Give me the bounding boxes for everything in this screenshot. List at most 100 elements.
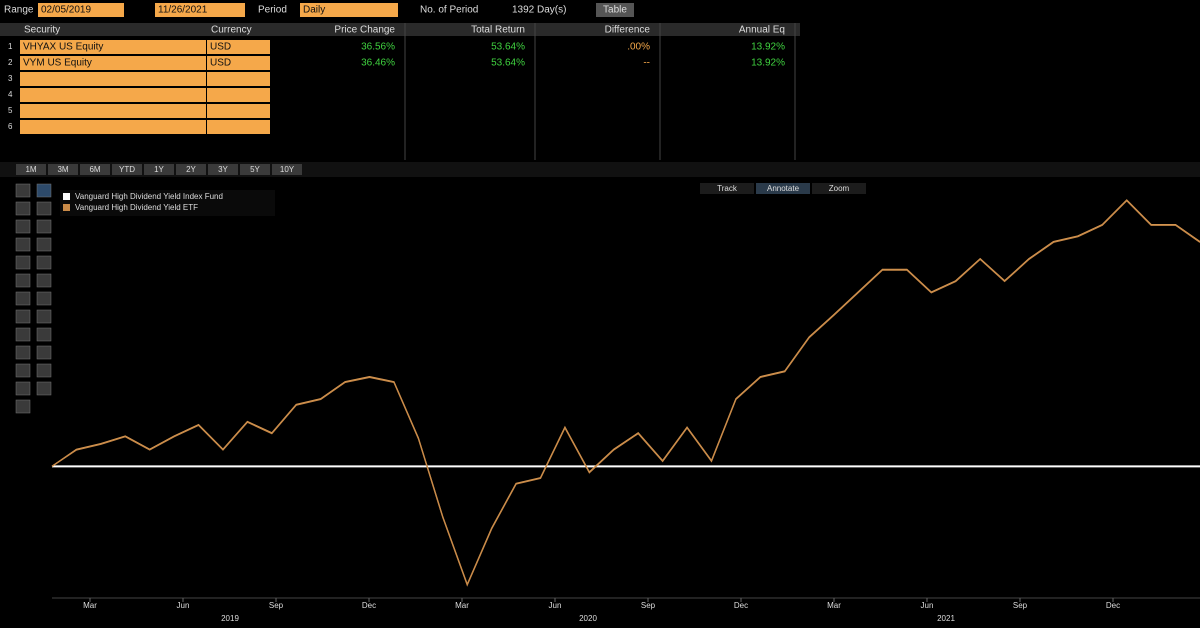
tool-icon[interactable] xyxy=(15,219,31,234)
security-cell[interactable] xyxy=(20,104,206,118)
currency-cell[interactable] xyxy=(207,40,270,54)
month-label: Dec xyxy=(362,601,376,610)
range-button-label: YTD xyxy=(119,165,135,174)
chart-tab-label: Track xyxy=(717,184,738,193)
legend-box xyxy=(60,190,275,216)
range-button-label: 2Y xyxy=(186,165,196,174)
tool-icon[interactable] xyxy=(15,309,31,324)
tool-icon[interactable] xyxy=(36,201,52,216)
security-cell[interactable] xyxy=(20,72,206,86)
month-label: Mar xyxy=(83,601,97,610)
period-label: Period xyxy=(258,5,287,16)
security-cell[interactable] xyxy=(20,40,206,54)
legend-label: Vanguard High Dividend Yield Index Fund xyxy=(75,192,223,201)
range-buttons: 1M 3M 6M YTD 1Y 2Y 3Y 5Y 10Y xyxy=(16,164,302,175)
range-button[interactable] xyxy=(272,164,302,175)
tool-icon[interactable] xyxy=(36,327,52,342)
chart-tab[interactable] xyxy=(812,183,866,194)
periods-label: No. of Period xyxy=(420,5,478,16)
end-date-field[interactable] xyxy=(155,3,245,17)
range-label: Range xyxy=(4,5,34,16)
price-line xyxy=(51,199,1200,587)
cell: USD xyxy=(210,42,231,53)
tool-icon[interactable] xyxy=(36,345,52,360)
month-label: Mar xyxy=(827,601,841,610)
tool-icon[interactable] xyxy=(15,273,31,288)
tool-icon[interactable] xyxy=(36,273,52,288)
chart-tab[interactable] xyxy=(756,183,810,194)
chart-tab[interactable] xyxy=(700,183,754,194)
year-label: 2020 xyxy=(579,614,597,623)
tool-icon[interactable] xyxy=(36,237,52,252)
row-number: 4 xyxy=(8,90,13,99)
start-date-field[interactable] xyxy=(38,3,124,17)
range-button[interactable] xyxy=(112,164,142,175)
tool-icon[interactable] xyxy=(36,381,52,396)
tool-icon[interactable] xyxy=(15,291,31,306)
month-label: Sep xyxy=(641,601,656,610)
range-button-label: 1M xyxy=(25,165,36,174)
month-label: Mar xyxy=(455,601,469,610)
currency-cell[interactable] xyxy=(207,56,270,70)
range-button[interactable] xyxy=(80,164,110,175)
month-label: Jun xyxy=(177,601,190,610)
legend-swatch xyxy=(63,193,70,200)
cell: VYM US Equity xyxy=(23,58,92,69)
legend-label: Vanguard High Dividend Yield ETF xyxy=(75,203,198,212)
month-label: Sep xyxy=(269,601,284,610)
period-field[interactable] xyxy=(300,3,398,17)
tool-icon[interactable] xyxy=(15,183,31,198)
range-button-label: 1Y xyxy=(154,165,164,174)
cell: .00% xyxy=(627,42,650,53)
range-button[interactable] xyxy=(16,164,46,175)
end-date: 11/26/2021 xyxy=(158,5,208,16)
tool-icon[interactable] xyxy=(36,255,52,270)
tool-icon[interactable] xyxy=(36,219,52,234)
row-number: 5 xyxy=(8,106,13,115)
tool-icon[interactable] xyxy=(15,327,31,342)
range-button-label: 3Y xyxy=(218,165,228,174)
range-button[interactable] xyxy=(208,164,238,175)
security-cell[interactable] xyxy=(20,88,206,102)
column-header: Price Change xyxy=(334,25,395,36)
month-label: Jun xyxy=(549,601,562,610)
table: Security Currency Price Change Total Return… xyxy=(8,23,796,160)
legend-swatch xyxy=(63,204,70,211)
range-button[interactable] xyxy=(144,164,174,175)
tool-icon[interactable] xyxy=(36,309,52,324)
tool-icon[interactable] xyxy=(15,201,31,216)
cell: 36.46% xyxy=(361,58,395,69)
tool-icon[interactable] xyxy=(15,255,31,270)
table-button[interactable] xyxy=(596,3,634,17)
range-button[interactable] xyxy=(240,164,270,175)
currency-cell[interactable] xyxy=(207,104,270,118)
currency-cell[interactable] xyxy=(207,120,270,134)
tool-icon[interactable] xyxy=(36,183,52,198)
tool-icon[interactable] xyxy=(15,345,31,360)
tool-icon[interactable] xyxy=(36,363,52,378)
tool-icon[interactable] xyxy=(15,363,31,378)
tool-icon[interactable] xyxy=(15,399,31,414)
table-button-label: Table xyxy=(603,5,627,16)
range-button-label: 6M xyxy=(89,165,100,174)
security-cell[interactable] xyxy=(20,120,206,134)
period: Daily xyxy=(303,5,325,16)
range-button-label: 3M xyxy=(57,165,68,174)
currency-cell[interactable] xyxy=(207,88,270,102)
column-header: Annual Eq xyxy=(739,25,785,36)
range-button[interactable] xyxy=(48,164,78,175)
tool-icon[interactable] xyxy=(15,237,31,252)
column-header: Difference xyxy=(605,25,651,36)
cell: 13.92% xyxy=(751,42,785,53)
month-label: Jun xyxy=(921,601,934,610)
tool-icon[interactable] xyxy=(36,291,52,306)
security-cell[interactable] xyxy=(20,56,206,70)
cell: 53.64% xyxy=(491,58,525,69)
month-label: Dec xyxy=(734,601,748,610)
start-date: 02/05/2019 xyxy=(41,5,91,16)
tool-icon[interactable] xyxy=(15,381,31,396)
currency-cell[interactable] xyxy=(207,72,270,86)
chart: Vanguard High Dividend Yield Index Fund V… xyxy=(51,183,1200,623)
range-button[interactable] xyxy=(176,164,206,175)
column-header: Currency xyxy=(211,25,252,36)
